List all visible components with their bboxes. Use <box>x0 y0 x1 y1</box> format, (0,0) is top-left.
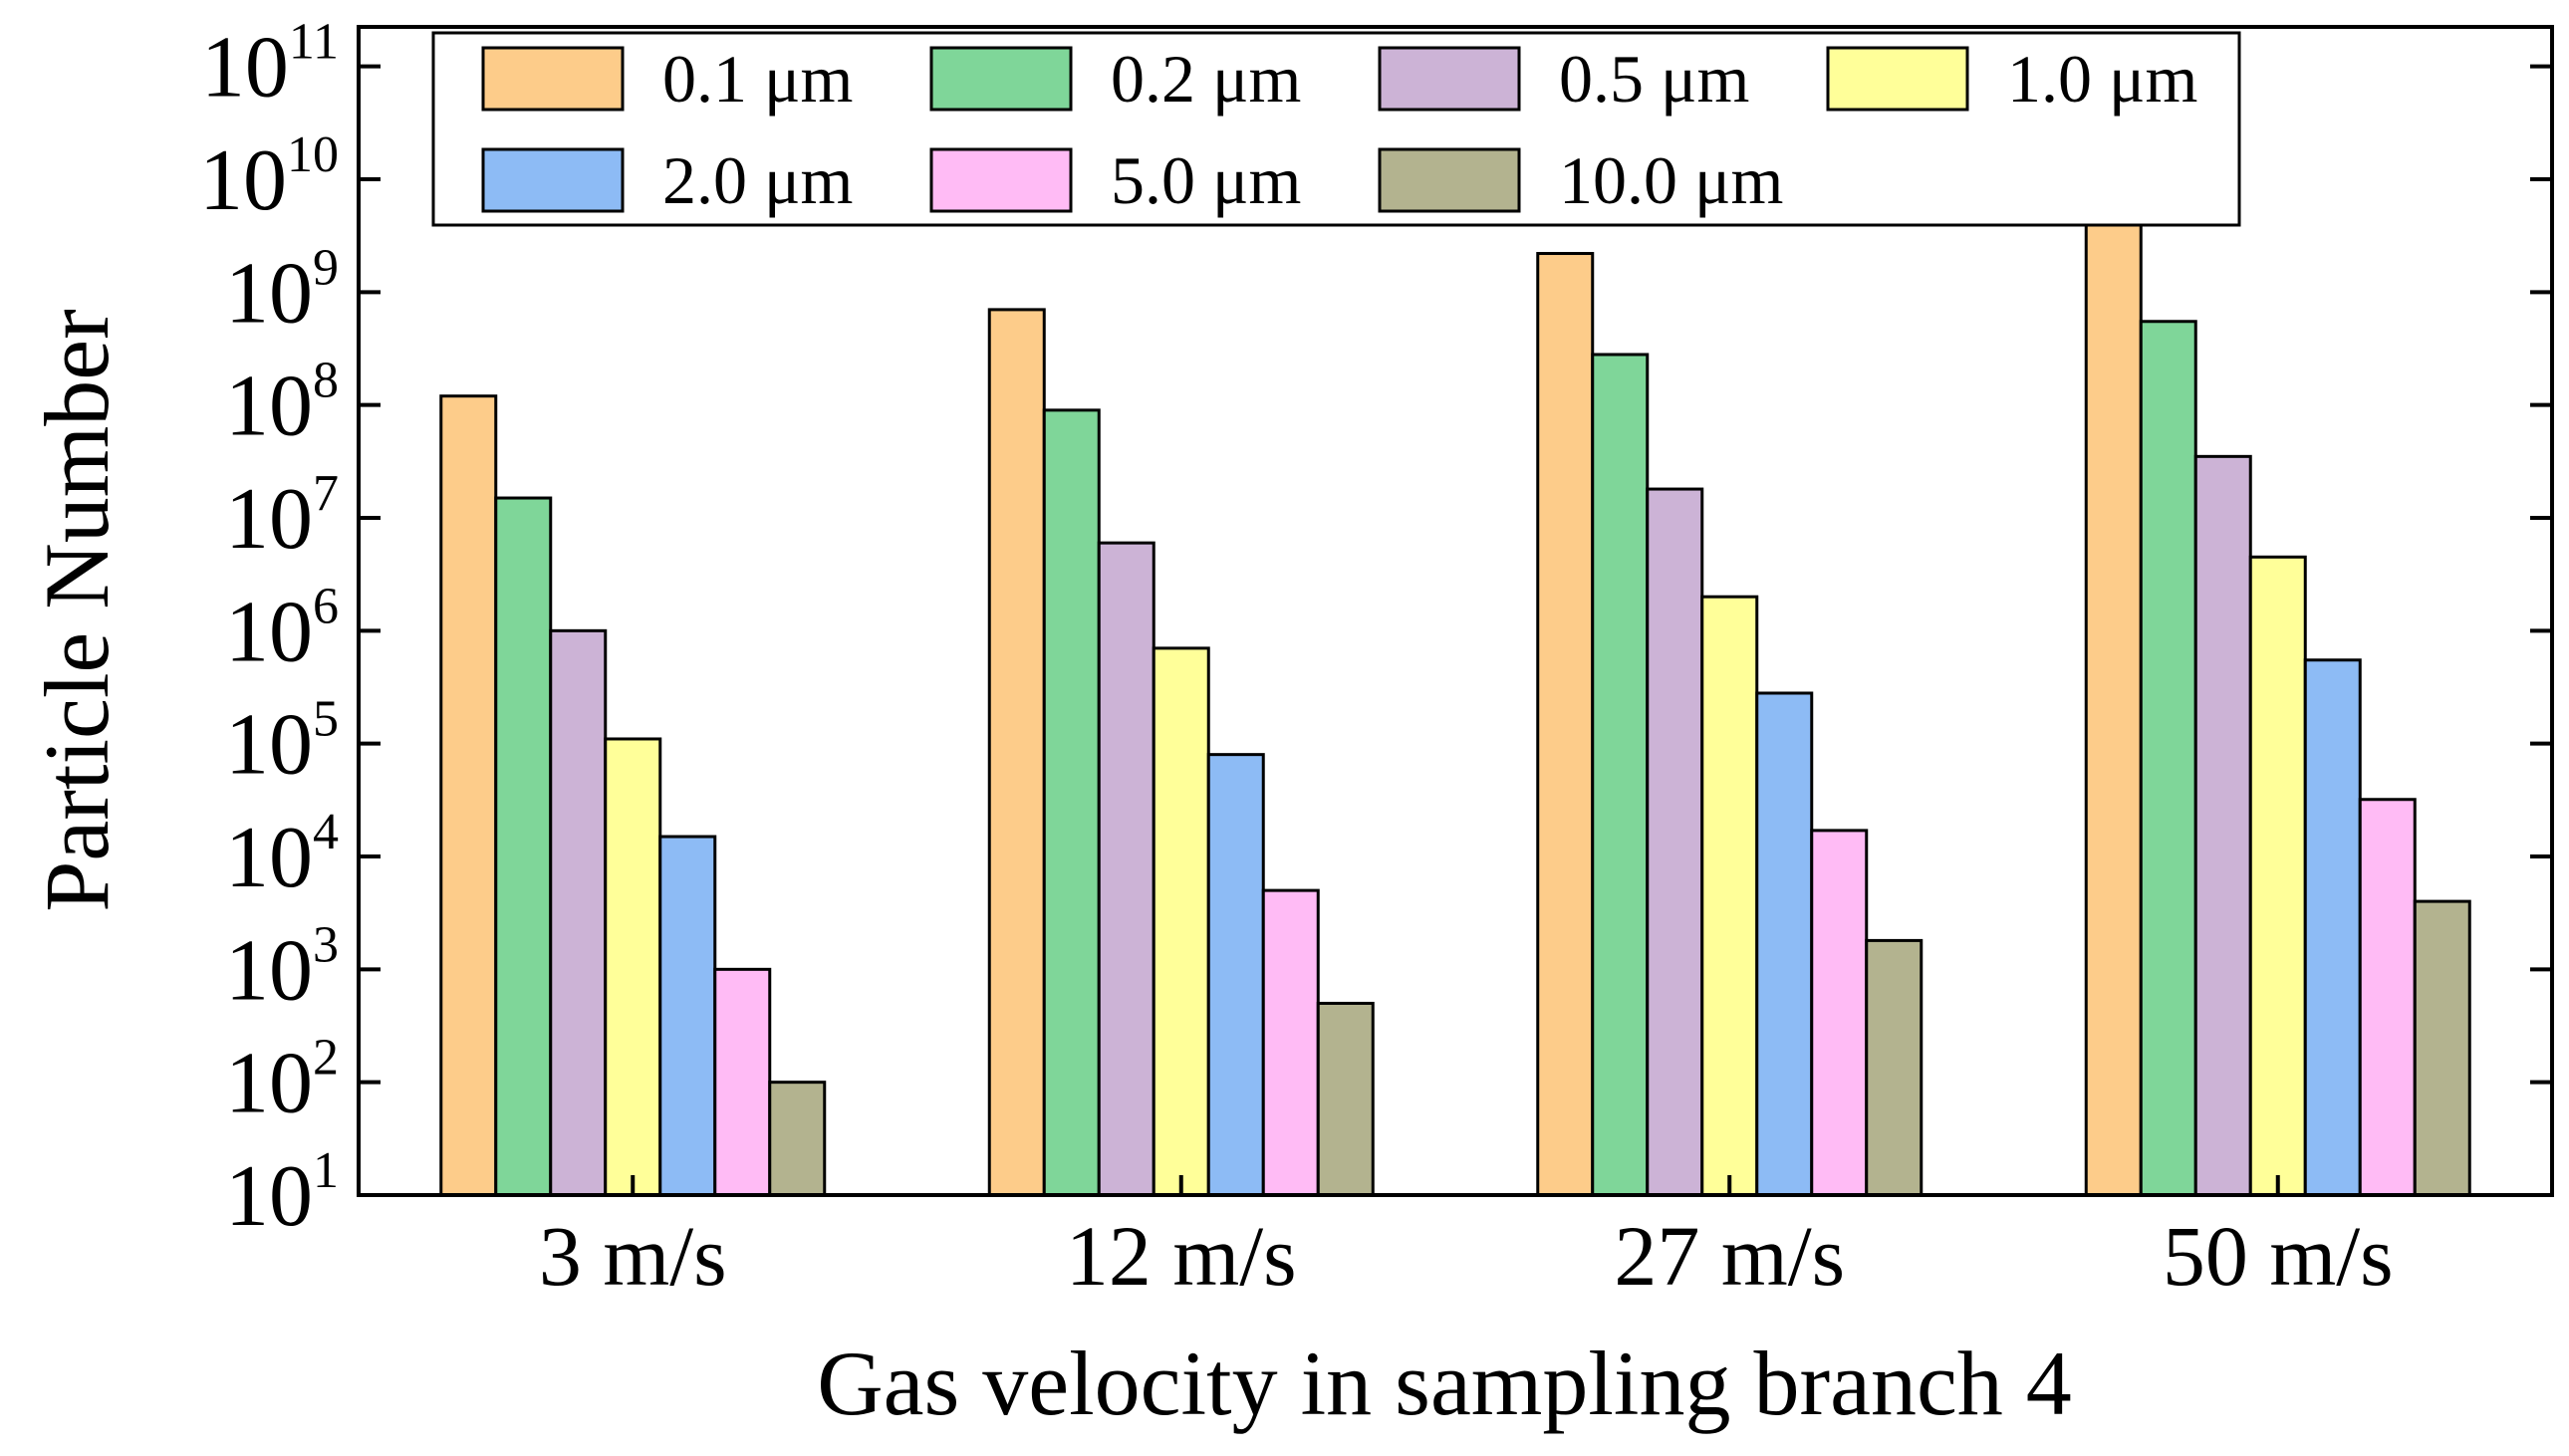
legend-swatch <box>481 46 625 112</box>
legend-label: 10.0 μm <box>1559 142 1783 218</box>
y-tick-base: 10 <box>225 245 313 342</box>
y-tick-exponent: 8 <box>313 353 339 409</box>
bar-0-2-mum-50-m-s <box>2139 320 2197 1197</box>
plot-frame <box>357 25 2554 1197</box>
legend-swatch <box>1826 46 1969 112</box>
y-tick-exponent: 3 <box>313 916 339 973</box>
y-tick-exponent: 10 <box>287 126 339 183</box>
bars-layer <box>439 216 2471 1197</box>
x-tick-label: 50 m/s <box>2163 1208 2394 1304</box>
y-tick-exponent: 7 <box>313 465 339 522</box>
legend-label: 0.1 μm <box>662 41 853 117</box>
y-tick-base: 10 <box>225 1036 313 1132</box>
y-tick-label: 1010 <box>199 126 339 229</box>
y-tick-label: 103 <box>225 916 339 1019</box>
bar-5-0-mum-12-m-s <box>1261 888 1320 1197</box>
legend-label: 0.5 μm <box>1559 41 1749 117</box>
bar-0-2-mum-3-m-s <box>494 496 553 1197</box>
bar-2-0-mum-12-m-s <box>1206 753 1265 1197</box>
bar-2-0-mum-50-m-s <box>2303 658 2362 1197</box>
y-tick-exponent: 4 <box>313 804 339 860</box>
bar-0-2-mum-27-m-s <box>1591 353 1650 1197</box>
bar-2-0-mum-27-m-s <box>1755 691 1814 1197</box>
legend-label: 0.2 μm <box>1111 41 1301 117</box>
x-tick-label: 12 m/s <box>1066 1208 1297 1304</box>
bar-10-0-mum-27-m-s <box>1865 938 1924 1197</box>
x-tick-label: 3 m/s <box>539 1208 727 1304</box>
legend-swatch <box>1378 147 1521 213</box>
legend-label: 2.0 μm <box>662 142 853 218</box>
y-tick-exponent: 5 <box>313 691 339 748</box>
bar-0-5-mum-27-m-s <box>1646 487 1704 1197</box>
y-tick-label: 109 <box>225 239 339 342</box>
legend: 0.1 μm 0.2 μm 0.5 μm 1.0 μm 2.0 μm 5.0 μm 10.0… <box>431 31 2241 227</box>
legend-label: 5.0 μm <box>1111 142 1301 218</box>
y-tick-exponent: 2 <box>313 1030 339 1087</box>
y-tick-base: 10 <box>201 20 289 117</box>
x-tick-label: 27 m/s <box>1614 1208 1845 1304</box>
y-tick-base: 10 <box>225 471 313 568</box>
bar-1-0-mum-12-m-s <box>1152 646 1210 1197</box>
bar-10-0-mum-12-m-s <box>1316 1001 1375 1197</box>
bar-1-0-mum-50-m-s <box>2248 555 2307 1197</box>
y-tick-label: 107 <box>225 465 339 568</box>
bar-10-0-mum-3-m-s <box>768 1081 827 1197</box>
bar-5-0-mum-50-m-s <box>2358 798 2417 1197</box>
legend-swatch <box>929 46 1073 112</box>
y-tick-base: 10 <box>225 359 313 455</box>
y-tick-exponent: 11 <box>289 14 339 71</box>
bar-0-5-mum-50-m-s <box>2193 454 2252 1197</box>
y-tick-exponent: 1 <box>313 1142 339 1199</box>
y-tick-label: 101 <box>225 1142 339 1245</box>
y-tick-label: 106 <box>225 578 339 680</box>
y-tick-base: 10 <box>225 1148 313 1245</box>
legend-items: 0.1 μm 0.2 μm 0.5 μm 1.0 μm 2.0 μm 5.0 μm 10.0… <box>481 41 2197 218</box>
y-tick-exponent: 9 <box>313 239 339 296</box>
bar-0-1-mum-12-m-s <box>987 308 1046 1197</box>
y-tick-base: 10 <box>225 697 313 794</box>
x-axis-title: Gas velocity in sampling branch 4 <box>817 1333 2072 1434</box>
y-tick-label: 102 <box>225 1030 339 1132</box>
bar-5-0-mum-27-m-s <box>1810 829 1869 1197</box>
legend-swatch <box>1378 46 1521 112</box>
bar-1-0-mum-3-m-s <box>604 737 662 1197</box>
bar-0-1-mum-50-m-s <box>2084 216 2143 1197</box>
y-tick-exponent: 6 <box>313 578 339 634</box>
y-tick-label: 108 <box>225 353 339 455</box>
bar-0-1-mum-3-m-s <box>439 394 498 1197</box>
legend-swatch <box>481 147 625 213</box>
bar-0-5-mum-12-m-s <box>1097 541 1156 1197</box>
y-axis-title: Particle Number <box>26 309 128 911</box>
bar-2-0-mum-3-m-s <box>658 835 717 1197</box>
y-tick-base: 10 <box>199 132 287 229</box>
bar-1-0-mum-27-m-s <box>1700 595 1759 1197</box>
x-axis-ticks: 3 m/s 12 m/s 27 m/s 50 m/s <box>539 1175 2394 1304</box>
bar-0-2-mum-12-m-s <box>1042 408 1101 1197</box>
legend-label: 1.0 μm <box>2007 41 2197 117</box>
bar-5-0-mum-3-m-s <box>713 967 772 1197</box>
y-tick-base: 10 <box>225 922 313 1019</box>
y-tick-label: 105 <box>225 691 339 794</box>
bar-0-1-mum-27-m-s <box>1536 252 1595 1197</box>
y-tick-label: 1011 <box>201 14 339 117</box>
y-tick-base: 10 <box>225 584 313 680</box>
legend-swatch <box>929 147 1073 213</box>
bar-0-5-mum-3-m-s <box>549 628 608 1197</box>
y-tick-base: 10 <box>225 810 313 906</box>
bar-10-0-mum-50-m-s <box>2413 899 2471 1197</box>
y-tick-label: 104 <box>225 804 339 906</box>
